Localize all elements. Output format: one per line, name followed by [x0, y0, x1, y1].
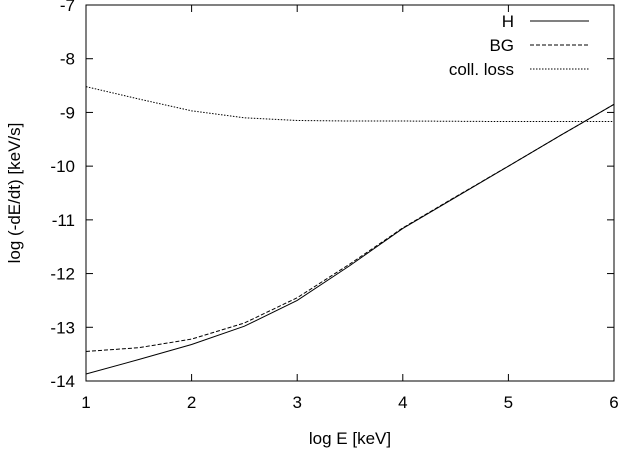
y-tick-label: -7	[60, 0, 75, 15]
y-axis-title: log (-dE/dt) [keV/s]	[5, 123, 24, 264]
axis-ticks: 1 2 3 4 5 6 -14 -13 -12 -11 -10 -9 -8 -7	[50, 0, 618, 412]
y-tick-label: -8	[60, 50, 75, 69]
series-layer	[85, 86, 615, 375]
y-tick-label: -13	[50, 318, 75, 337]
x-tick-label: 5	[504, 393, 513, 412]
y-tick-label: -9	[60, 103, 75, 122]
legend-label: H	[502, 12, 514, 31]
series-line-1	[85, 103, 615, 352]
plot-frame	[85, 4, 615, 382]
series-line-2	[85, 86, 614, 123]
x-tick-label: 1	[81, 393, 90, 412]
x-tick-label: 3	[292, 393, 301, 412]
x-tick-label: 6	[609, 393, 618, 412]
y-tick-label: -12	[50, 265, 75, 284]
y-tick-label: -11	[52, 211, 75, 230]
x-axis-title: log E [keV]	[309, 429, 391, 448]
y-tick-label: -14	[50, 372, 75, 391]
series-line-0	[85, 103, 615, 375]
legend-label: BG	[489, 36, 514, 55]
x-tick-label: 2	[187, 393, 196, 412]
y-tick-label: -10	[50, 157, 75, 176]
legend: H BG coll. loss	[449, 12, 589, 79]
x-tick-label: 4	[398, 393, 407, 412]
legend-label: coll. loss	[449, 60, 514, 79]
